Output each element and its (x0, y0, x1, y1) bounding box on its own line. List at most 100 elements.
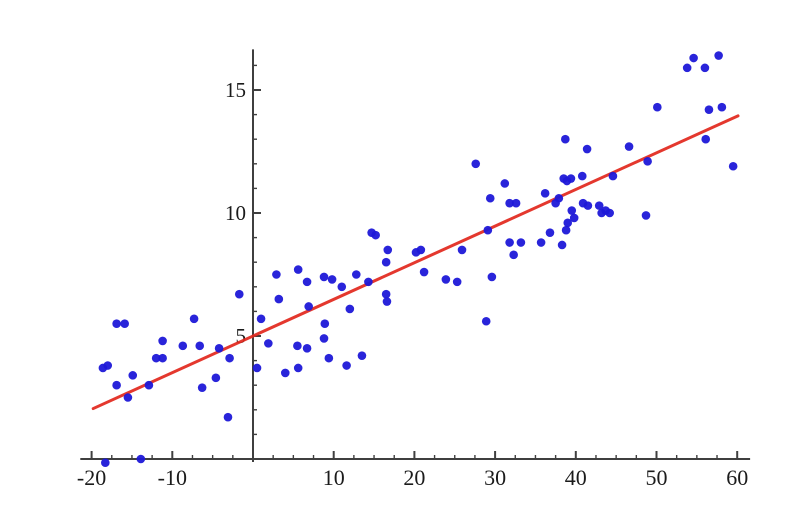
data-point (337, 282, 347, 292)
data-point (682, 63, 692, 73)
data-point (128, 371, 138, 380)
data-point (700, 63, 710, 73)
data-point (381, 257, 391, 267)
data-point (293, 265, 303, 274)
data-point (728, 161, 738, 171)
data-point (351, 270, 361, 279)
data-point (293, 363, 303, 373)
data-point (582, 144, 592, 154)
data-point (608, 171, 618, 181)
data-point (624, 142, 634, 151)
data-point (123, 393, 133, 402)
data-point (516, 238, 526, 247)
data-point (701, 134, 711, 144)
data-point (561, 225, 571, 235)
x-tick-label: 30 (484, 465, 506, 490)
y-tick-label: 5 (236, 324, 247, 348)
data-point (327, 275, 337, 284)
data-point (536, 238, 546, 247)
data-point (272, 270, 281, 279)
data-point (103, 361, 113, 370)
data-point (577, 171, 587, 181)
data-point (158, 353, 167, 363)
x-tick-label: 40 (565, 465, 587, 490)
data-point (151, 353, 161, 363)
data-point (471, 159, 481, 169)
data-point (158, 336, 167, 346)
data-point (345, 304, 355, 314)
data-point (605, 208, 614, 218)
data-point (563, 218, 573, 228)
data-point (567, 206, 577, 215)
data-point (717, 102, 727, 112)
data-point (545, 228, 555, 237)
data-point (211, 373, 221, 383)
data-point (382, 297, 392, 306)
x-tick-label: -10 (158, 465, 187, 490)
data-point (293, 341, 302, 351)
data-point (509, 250, 518, 260)
data-point (704, 105, 714, 114)
data-point (357, 351, 367, 360)
data-point (505, 238, 514, 247)
data-point (689, 53, 698, 63)
data-point (569, 213, 579, 223)
y-tick-label: 10 (225, 201, 246, 225)
x-tick-label: 10 (323, 465, 345, 490)
data-point (485, 193, 495, 203)
data-point (714, 51, 723, 60)
data-point (483, 225, 493, 235)
data-point (441, 275, 451, 284)
data-point (500, 179, 510, 188)
data-point (197, 383, 207, 392)
data-point (112, 380, 121, 390)
data-point (566, 174, 576, 183)
data-point (416, 245, 426, 255)
linear-regression-line (91, 114, 740, 411)
data-point (653, 102, 662, 112)
y-tick-label: 15 (225, 78, 246, 102)
data-point (144, 380, 154, 390)
data-point (324, 353, 334, 363)
data-point (320, 319, 330, 329)
data-point (214, 344, 224, 353)
data-point (383, 245, 393, 255)
data-point (319, 334, 329, 343)
data-point (641, 211, 651, 220)
data-point (457, 245, 467, 255)
data-point (561, 134, 570, 144)
data-point (452, 277, 462, 287)
data-point (319, 272, 329, 282)
x-tick-label: 60 (726, 465, 748, 490)
data-point (419, 267, 429, 277)
data-point (511, 198, 521, 208)
data-point (381, 289, 391, 299)
data-point (364, 277, 373, 287)
data-point (557, 240, 567, 250)
data-point (136, 454, 146, 464)
data-point (304, 302, 313, 311)
data-point (371, 230, 380, 240)
data-point (178, 341, 188, 351)
data-point (487, 272, 497, 282)
data-point (583, 201, 593, 210)
data-point (342, 361, 351, 370)
x-tick-label: 50 (646, 465, 668, 490)
data-point (252, 363, 262, 373)
data-point (505, 198, 514, 208)
data-point (234, 289, 244, 299)
data-point (554, 193, 564, 203)
data-point (264, 339, 273, 348)
data-point (189, 314, 199, 324)
data-point (256, 314, 266, 324)
data-point (280, 368, 290, 378)
data-point (225, 353, 234, 363)
data-point (120, 319, 129, 329)
data-point (594, 201, 604, 210)
data-point (195, 341, 205, 351)
x-tick-label: -20 (77, 465, 106, 490)
data-point (643, 157, 652, 166)
data-point (540, 189, 550, 198)
